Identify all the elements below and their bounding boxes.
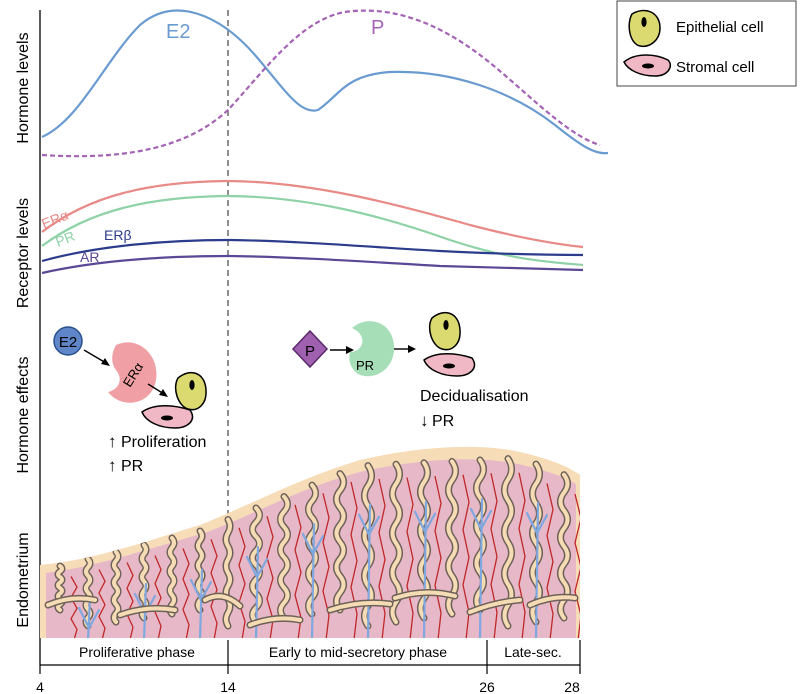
gland-lumen: [278, 494, 290, 620]
spiral-artery: [70, 576, 78, 638]
er-alpha-curve: [41, 179, 584, 249]
epithelial-cell-icon: [428, 311, 461, 351]
pr-curve: [41, 194, 584, 267]
basal-gland-lumen: [328, 600, 392, 612]
pr-receptor-icon: [349, 321, 395, 377]
gland-lumen: [446, 459, 458, 616]
vein: [189, 568, 213, 638]
panel-label-hormone-effects: Hormone effects: [15, 356, 32, 473]
basal-gland-lumen: [248, 616, 302, 627]
basal-gland-lumen: [393, 590, 457, 600]
day-tick-label: 14: [220, 679, 236, 694]
secretory-phase-label: Early to mid-secretory phase: [269, 644, 447, 660]
gland-lumen: [250, 506, 262, 624]
p-curve-label: P: [371, 17, 384, 39]
spiral-artery: [210, 539, 218, 638]
day-tick-label: 28: [564, 679, 580, 694]
basal-gland-lumen: [203, 594, 242, 608]
epithelial-cell-icon: [628, 9, 661, 48]
phase-bar: Proliferative phase Early to mid-secreto…: [79, 640, 581, 665]
spiral-artery: [406, 477, 414, 638]
basal-gland-lumen: [118, 606, 177, 617]
basal-gland-lumen: [528, 595, 577, 607]
p-hormone-label: P: [305, 343, 315, 360]
spiral-artery: [546, 483, 554, 638]
gland-lumen: [530, 462, 542, 624]
pr-receptor-label: PR: [356, 358, 374, 373]
e2-curve: [41, 9, 609, 155]
spiral-artery: [322, 493, 330, 638]
spiral-artery: [434, 475, 442, 638]
gland-lumen: [168, 536, 176, 616]
spiral-artery: [182, 548, 190, 638]
day-tick-label: 4: [36, 679, 44, 694]
er-beta-curve: [41, 238, 584, 263]
vein: [469, 497, 493, 638]
panel-label-endometrium: Endometrium: [15, 532, 32, 627]
spiral-artery: [518, 472, 526, 638]
pr-downregulation-label: PR: [432, 413, 454, 430]
day-tick-label: 26: [479, 679, 495, 694]
spiral-artery: [490, 473, 498, 638]
proliferative-phase-label: Proliferative phase: [79, 644, 195, 660]
gland-lumen: [224, 517, 232, 628]
proliferation-label: Proliferation: [121, 434, 206, 451]
spiral-artery: [98, 569, 106, 638]
ar-curve: [41, 254, 584, 275]
spiral-artery: [350, 481, 358, 638]
gland-lumen: [306, 483, 318, 616]
vein: [77, 596, 101, 638]
epithelial-cell-icon: [174, 371, 207, 411]
p-hormone-icon: [291, 329, 329, 369]
pr-upregulation-label: PR: [121, 458, 143, 475]
p-curve: [41, 9, 601, 158]
endometrium-illustration: [40, 446, 580, 638]
up-arrow-icon: ↑: [108, 456, 117, 475]
gland-lumen: [334, 471, 346, 612]
vein: [525, 501, 549, 638]
spiral-artery: [378, 478, 386, 638]
up-arrow-icon: ↑: [108, 432, 117, 451]
er-alpha-label: ERα: [39, 207, 71, 232]
er-alpha-receptor-icon: [108, 342, 157, 403]
basal-gland-lumen: [468, 598, 522, 614]
panel-label-receptor-levels: Receptor levels: [15, 198, 32, 308]
e2-hormone-label: E2: [59, 334, 77, 351]
late-secretory-label: Late-sec.: [504, 644, 562, 660]
vein: [357, 503, 381, 638]
day-axis: 4 14 26 28: [36, 665, 581, 694]
panel-label-hormone-levels: Hormone levels: [15, 32, 32, 143]
basal-gland-lumen: [46, 596, 97, 607]
vein: [301, 522, 325, 638]
spiral-artery: [126, 562, 134, 638]
e2-hormone-icon: [53, 326, 83, 356]
vein: [413, 500, 437, 638]
glands-and-vessels: [44, 455, 580, 638]
ar-label: AR: [80, 249, 99, 265]
spiral-artery: [154, 555, 162, 638]
er-beta-label: ERβ: [104, 227, 132, 243]
legend-epithelial-label: Epithelial cell: [676, 19, 764, 36]
decidualisation-label: Decidualisation: [420, 388, 529, 405]
legend-stromal-label: Stromal cell: [676, 59, 754, 76]
e2-curve-label: E2: [166, 21, 190, 43]
effects-right: P PR Decidualisation ↓ PR: [291, 311, 529, 430]
effects-left: E2 ERα ↑ Proliferation ↑ PR: [53, 326, 207, 475]
down-arrow-icon: ↓: [420, 411, 429, 430]
spiral-artery: [238, 527, 246, 638]
gland-lumen: [474, 458, 486, 612]
legend: Epithelial cell Stromal cell: [616, 0, 797, 87]
gland-lumen: [112, 550, 120, 624]
pr-label: PR: [53, 228, 77, 250]
